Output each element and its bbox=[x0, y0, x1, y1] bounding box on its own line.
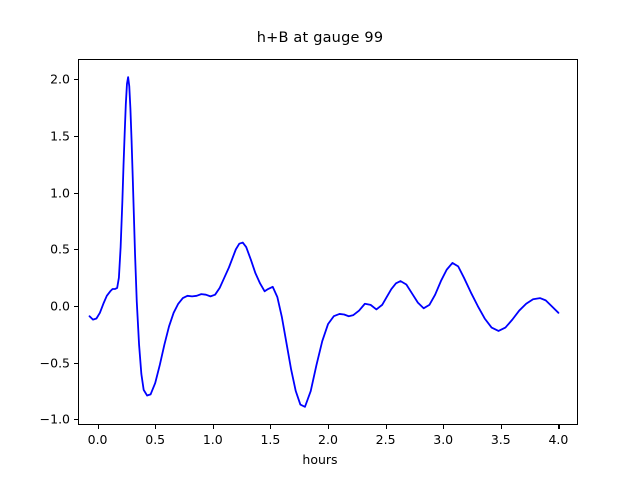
y-tick-mark bbox=[74, 306, 78, 308]
plot-area bbox=[78, 59, 578, 425]
y-tick-label: 2.0 bbox=[50, 71, 70, 87]
y-tick-mark bbox=[74, 249, 78, 251]
x-tick-label: 3.0 bbox=[433, 432, 454, 447]
y-tick-label: 1.0 bbox=[50, 185, 70, 201]
x-tick-mark bbox=[212, 425, 214, 429]
x-tick-mark bbox=[270, 425, 272, 429]
x-tick-mark bbox=[385, 425, 387, 429]
x-tick-mark bbox=[558, 425, 560, 429]
y-tick-label: −1.0 bbox=[39, 411, 70, 427]
y-tick-mark bbox=[74, 419, 78, 421]
y-tick-mark bbox=[74, 192, 78, 194]
x-tick-label: 1.0 bbox=[202, 432, 223, 447]
x-tick-mark bbox=[155, 425, 157, 429]
y-tick-label: 1.5 bbox=[50, 128, 70, 144]
y-tick-mark bbox=[74, 79, 78, 81]
x-tick-label: 2.0 bbox=[318, 432, 338, 447]
x-tick-label: 2.5 bbox=[375, 432, 396, 447]
series-line-h-plus-b bbox=[88, 76, 560, 408]
chart-title: h+B at gauge 99 bbox=[256, 30, 384, 46]
x-tick-label: 0.0 bbox=[87, 432, 108, 447]
x-tick-label: 3.5 bbox=[490, 432, 511, 447]
data-line-svg bbox=[88, 76, 560, 408]
axes-frame bbox=[78, 59, 578, 425]
y-tick-mark bbox=[74, 136, 78, 138]
x-tick-label: 0.5 bbox=[145, 432, 166, 447]
x-tick-mark bbox=[443, 425, 445, 429]
x-tick-mark bbox=[97, 425, 99, 429]
x-tick-label: 4.0 bbox=[548, 432, 569, 447]
x-tick-mark bbox=[328, 425, 330, 429]
y-tick-mark bbox=[74, 362, 78, 364]
x-tick-mark bbox=[500, 425, 502, 429]
x-tick-label: 1.5 bbox=[260, 432, 281, 447]
y-tick-label: 0.0 bbox=[50, 298, 70, 314]
x-axis-label: hours bbox=[302, 452, 338, 467]
y-tick-label: 0.5 bbox=[50, 241, 70, 257]
y-tick-label: −0.5 bbox=[39, 355, 70, 371]
